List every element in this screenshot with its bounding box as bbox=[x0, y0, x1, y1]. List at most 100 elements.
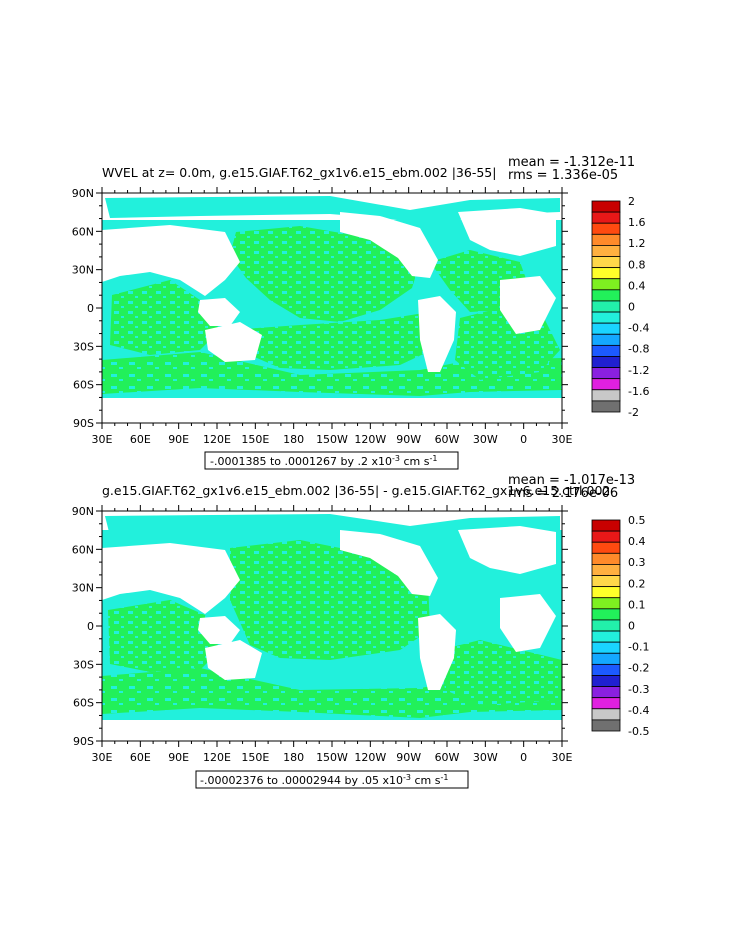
colorbar-swatch bbox=[591, 630, 621, 643]
x-tick-label: 150E bbox=[241, 751, 269, 764]
x-tick-label: 150W bbox=[316, 751, 348, 764]
colorbar-swatch bbox=[591, 663, 621, 676]
colorbar-bottom: 0.5 0.4 0.3 0.2 0.1 0 -0.1 -0.2 -0.3 -0.4 -0.5 bbox=[591, 514, 649, 738]
colorbar-swatch bbox=[591, 356, 621, 368]
y-tick-label: 60S bbox=[73, 697, 94, 710]
colorbar-label: 0.4 bbox=[628, 535, 646, 548]
y-tick-label: 0 bbox=[87, 302, 94, 315]
range-label: -.00002376 to .00002944 by .05 x10 bbox=[200, 774, 403, 787]
y-tick-label: 60N bbox=[72, 543, 94, 556]
colorbar-label: 1.6 bbox=[628, 216, 646, 229]
x-tick-label: 60E bbox=[130, 433, 151, 446]
x-tick-label: 180 bbox=[283, 751, 304, 764]
colorbar-label: 0 bbox=[628, 301, 635, 314]
colorbar-swatch bbox=[591, 211, 621, 224]
colorbar-swatch bbox=[591, 222, 621, 235]
y-tick-label: 30S bbox=[73, 340, 94, 353]
colorbar-swatch bbox=[591, 389, 621, 402]
x-tick-label: 60W bbox=[435, 433, 460, 446]
plot-title: g.e15.GIAF.T62_gx1v6.e15_ebm.002 |36-55|… bbox=[102, 483, 610, 498]
colorbar-label: 0.4 bbox=[628, 279, 646, 292]
colorbar-swatch bbox=[591, 367, 621, 380]
x-tick-label: 30E bbox=[552, 751, 573, 764]
x-tick-label: 60E bbox=[130, 751, 151, 764]
x-tick-label: 0 bbox=[520, 751, 527, 764]
x-tick-label: 30E bbox=[92, 751, 113, 764]
colorbar-label: 1.2 bbox=[628, 237, 646, 250]
x-tick-label: 120E bbox=[203, 751, 231, 764]
stats-bottom: mean = -1.017e-13 rms = 2.176e-06 bbox=[508, 473, 635, 501]
range-box-bottom: -.00002376 to .00002944 by .05 x10-3 cm … bbox=[195, 770, 469, 789]
x-tick-label: 90E bbox=[168, 433, 189, 446]
y-tick-label: 90S bbox=[73, 735, 94, 748]
colorbar-swatch bbox=[591, 530, 621, 543]
colorbar-swatch bbox=[591, 378, 621, 391]
x-tick-label: 60W bbox=[435, 751, 460, 764]
colorbar-swatch bbox=[591, 344, 621, 357]
plot-title: WVEL at z= 0.0m, g.e15.GIAF.T62_gx1v6.e1… bbox=[102, 165, 496, 180]
colorbar-label: -0.8 bbox=[628, 343, 649, 356]
colorbar-swatch bbox=[591, 289, 621, 302]
x-tick-label: 150W bbox=[316, 433, 348, 446]
colorbar-label: -0.5 bbox=[628, 725, 649, 738]
colorbar-swatch bbox=[591, 233, 621, 246]
axes-top: 30E 60E 90E 120E 150E 180 150W 120W 90W 60W 30W 0 30… bbox=[72, 187, 573, 446]
svg-text:-.0001385 to .0001267 by .2 x1: -.0001385 to .0001267 by .2 x10-3 cm s-1 bbox=[210, 454, 437, 469]
colorbar-swatch bbox=[591, 278, 621, 291]
range-exp: -3 bbox=[403, 773, 411, 782]
colorbar-swatch bbox=[591, 333, 621, 346]
svg-text:-.00002376 to .00002944 by .05: -.00002376 to .00002944 by .05 x10-3 cm … bbox=[200, 773, 448, 788]
colorbar-swatch bbox=[591, 719, 621, 732]
colorbar-swatch bbox=[591, 675, 621, 687]
x-tick-label: 180 bbox=[283, 433, 304, 446]
map-field bbox=[102, 193, 562, 423]
panel-top: mean = -1.312e-11 rms = 1.336e-05 WVEL a… bbox=[72, 155, 649, 470]
colorbar-swatch bbox=[591, 619, 621, 632]
colorbar-label: 0.3 bbox=[628, 556, 646, 569]
colorbar-swatch bbox=[591, 519, 621, 532]
colorbar-swatch bbox=[591, 697, 621, 710]
colorbar-swatch bbox=[591, 608, 621, 621]
x-tick-label: 90W bbox=[396, 751, 421, 764]
colorbar-label: -0.4 bbox=[628, 704, 649, 717]
x-tick-label: 120W bbox=[354, 433, 386, 446]
map-field bbox=[102, 511, 562, 741]
range-units-exp: -1 bbox=[440, 773, 448, 782]
colorbar-label: -1.6 bbox=[628, 385, 649, 398]
x-tick-label: 90W bbox=[396, 433, 421, 446]
colorbar-swatch bbox=[591, 300, 621, 313]
colorbar-swatch bbox=[591, 652, 621, 665]
colorbar-label: -0.1 bbox=[628, 641, 649, 654]
colorbar-swatch bbox=[591, 245, 621, 257]
colorbar-swatch bbox=[591, 586, 621, 599]
x-tick-label: 30E bbox=[92, 433, 113, 446]
colorbar-swatch bbox=[591, 256, 621, 269]
colorbar-label: -0.3 bbox=[628, 683, 649, 696]
rms-label: rms = 2.176e-06 bbox=[508, 486, 618, 501]
range-units: cm s bbox=[411, 774, 441, 787]
stats-top: mean = -1.312e-11 rms = 1.336e-05 bbox=[508, 155, 635, 183]
colorbar-label: 0.2 bbox=[628, 577, 646, 590]
colorbar-swatch bbox=[591, 322, 621, 335]
colorbar-swatch bbox=[591, 564, 621, 576]
y-tick-label: 60S bbox=[73, 379, 94, 392]
colorbar-label: -1.2 bbox=[628, 364, 649, 377]
colorbar-label: -2 bbox=[628, 406, 639, 419]
colorbar-top: 2 1.6 1.2 0.8 0.4 0 -0.4 -0.8 -1.2 -1.6 -2 bbox=[591, 195, 649, 419]
x-tick-label: 120W bbox=[354, 751, 386, 764]
colorbar-swatch bbox=[591, 686, 621, 699]
colorbar-swatch bbox=[591, 708, 621, 721]
y-tick-label: 30N bbox=[72, 582, 94, 595]
x-tick-label: 30E bbox=[552, 433, 573, 446]
colorbar-swatch bbox=[591, 400, 621, 413]
colorbar-swatch bbox=[591, 267, 621, 280]
colorbar-label: 0.1 bbox=[628, 598, 646, 611]
y-tick-label: 90N bbox=[72, 505, 94, 518]
mean-label: mean = -1.312e-11 bbox=[508, 155, 635, 170]
colorbar-swatch bbox=[591, 541, 621, 554]
x-tick-label: 90E bbox=[168, 751, 189, 764]
colorbar-swatch bbox=[591, 552, 621, 565]
colorbar-swatch bbox=[591, 575, 621, 588]
x-tick-label: 150E bbox=[241, 433, 269, 446]
